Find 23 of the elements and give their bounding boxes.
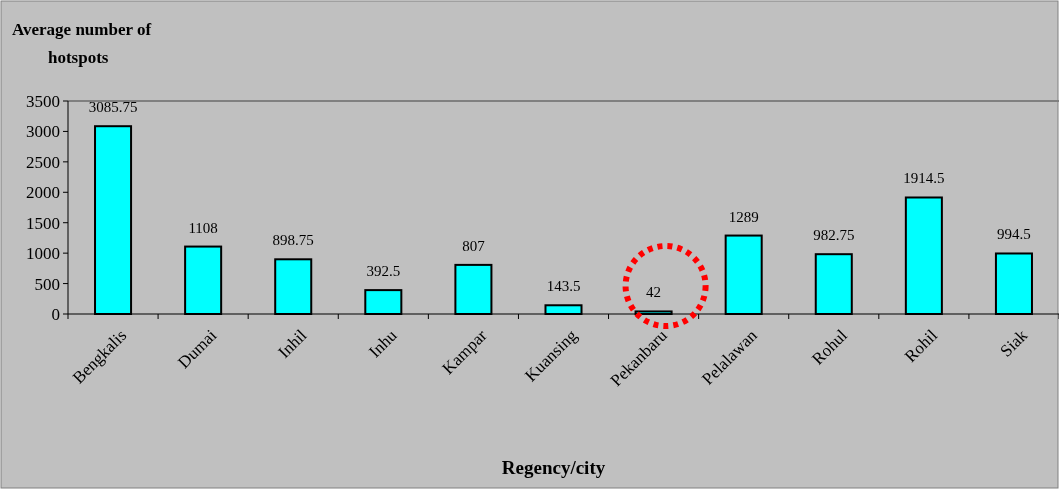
y-tick-label: 0: [51, 304, 60, 324]
data-label: 143.5: [546, 278, 581, 295]
data-label: 898.75: [272, 232, 314, 249]
x-axis-title: Regency/city: [501, 457, 606, 478]
data-label: 42: [646, 284, 662, 301]
data-label: 994.5: [997, 226, 1031, 243]
data-label: 392.5: [366, 263, 401, 280]
data-label: 807: [462, 237, 486, 254]
data-label: 1108: [188, 219, 218, 236]
x-tick-label: Siak: [996, 325, 1032, 361]
y-tick-label: 1500: [26, 213, 60, 233]
y-tick-label: 2000: [26, 183, 60, 203]
y-tick-label: 2500: [26, 152, 60, 172]
y-tick-label: 1000: [26, 244, 60, 264]
data-label: 1289: [728, 208, 759, 225]
y-tick-label: 3500: [26, 91, 60, 111]
y-tick-label: 3000: [26, 122, 60, 142]
data-label: 3085.75: [88, 99, 138, 116]
x-tick-label: Inhu: [365, 325, 401, 362]
y-axis-title: Average number of hotspots: [12, 20, 152, 67]
y-tick-label: 500: [34, 274, 60, 294]
data-label: 1914.5: [903, 170, 945, 187]
data-label: 982.75: [813, 227, 855, 244]
